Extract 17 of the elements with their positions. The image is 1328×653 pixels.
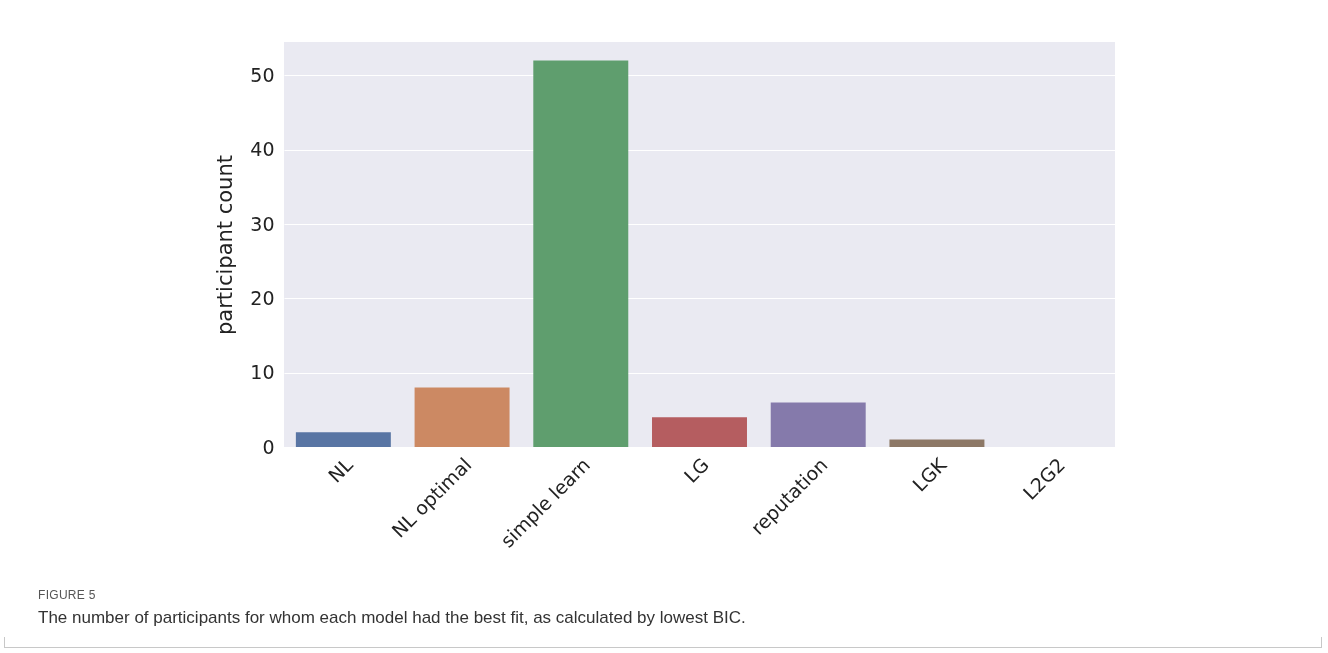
bar [770,402,866,447]
bar [414,387,510,447]
x-tick-label: NL [323,453,358,487]
y-tick-label: 0 [262,435,275,458]
y-axis-title: participant count [213,155,238,335]
y-tick-label: 20 [250,286,275,309]
bar [652,417,747,447]
y-tick-label: 30 [250,212,275,235]
caption: FIGURE 5 [38,588,97,602]
bar [889,439,985,447]
bar [533,60,629,447]
y-tick-label: 10 [250,361,275,384]
text: The number of participants for whom each model had the best fit, as calculated by lowest BIC. [38,608,746,628]
y-tick-label: 50 [250,63,275,86]
y-tick-label: 40 [250,138,275,161]
bar [295,432,391,447]
x-tick-label: LG [679,453,713,487]
